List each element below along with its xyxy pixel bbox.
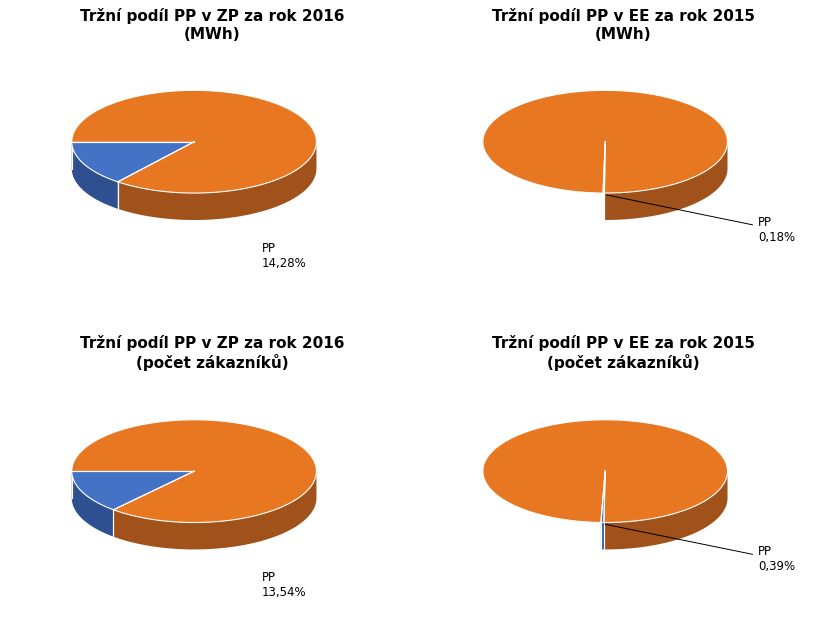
Polygon shape (603, 193, 604, 220)
Polygon shape (72, 471, 194, 510)
Title: Tržní podíl PP v ZP za rok 2016
(MWh): Tržní podíl PP v ZP za rok 2016 (MWh) (80, 8, 344, 42)
Polygon shape (604, 471, 727, 550)
Polygon shape (72, 142, 194, 182)
Text: PP
0,18%: PP 0,18% (606, 195, 795, 244)
Title: Tržní podíl PP v ZP za rok 2016
(počet zákazníků): Tržní podíl PP v ZP za rok 2016 (počet z… (80, 336, 344, 371)
Polygon shape (483, 420, 727, 522)
Polygon shape (604, 142, 727, 220)
Title: Tržní podíl PP v EE za rok 2015
(MWh): Tržní podíl PP v EE za rok 2015 (MWh) (492, 8, 755, 42)
Polygon shape (72, 420, 317, 522)
Text: PP
13,54%: PP 13,54% (262, 572, 306, 599)
Polygon shape (601, 522, 604, 550)
Polygon shape (72, 471, 114, 537)
Title: Tržní podíl PP v EE za rok 2015
(počet zákazníků): Tržní podíl PP v EE za rok 2015 (počet z… (492, 336, 755, 371)
Text: PP
0,39%: PP 0,39% (605, 524, 795, 573)
Polygon shape (114, 471, 317, 550)
Text: PP
14,28%: PP 14,28% (262, 242, 306, 270)
Polygon shape (72, 90, 317, 193)
Polygon shape (72, 142, 118, 209)
Polygon shape (483, 90, 727, 193)
Polygon shape (603, 142, 605, 193)
Polygon shape (118, 142, 317, 220)
Polygon shape (601, 471, 605, 522)
